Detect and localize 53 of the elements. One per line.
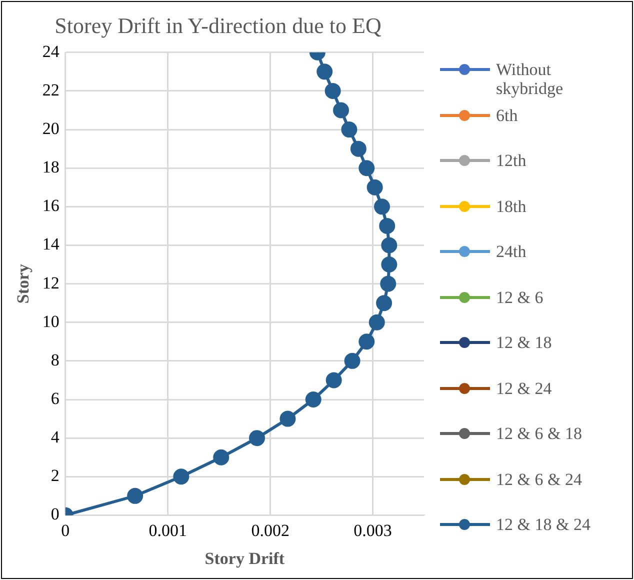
point xyxy=(341,122,358,138)
point xyxy=(366,179,383,196)
point xyxy=(213,449,230,466)
legend-label: 12 & 6 xyxy=(496,288,544,306)
legend-label: 12 & 6 & 18 xyxy=(496,424,583,443)
point xyxy=(368,314,385,330)
y-tick-label: 2 xyxy=(50,466,60,486)
point xyxy=(333,102,350,118)
legend-label: 6th xyxy=(496,106,519,124)
y-tick-label: 10 xyxy=(42,312,60,331)
point xyxy=(248,430,265,446)
point xyxy=(381,256,398,273)
point xyxy=(127,488,144,504)
y-tick-label: 24 xyxy=(42,42,60,61)
x-tick-label: 0.003 xyxy=(354,520,392,540)
y-tick-label: 6 xyxy=(50,388,60,408)
y-tick-label: 0 xyxy=(50,504,60,524)
point xyxy=(344,352,360,369)
y-tick-label: 14 xyxy=(42,234,60,254)
point xyxy=(305,392,322,408)
legend-label: 24th xyxy=(496,242,528,261)
x-tick-label: 0.001 xyxy=(148,520,187,540)
y-tick-label: 8 xyxy=(50,350,60,370)
point xyxy=(358,334,375,350)
legend-label: 12 & 18 & 24 xyxy=(496,515,592,534)
y-tick-label: 12 xyxy=(42,273,60,292)
point xyxy=(350,140,366,157)
legend-label: 12th xyxy=(496,151,528,170)
chart-title: Storey Drift in Y-direction due to EQ xyxy=(54,12,382,38)
y-tick-label: 18 xyxy=(42,158,60,177)
point xyxy=(381,237,398,254)
legend-label: 12 & 6 & 24 xyxy=(496,470,583,488)
y-tick-label: 20 xyxy=(42,119,60,138)
point xyxy=(376,295,392,312)
point xyxy=(374,198,390,215)
x-axis-title: Story Drift xyxy=(204,549,285,568)
legend-label: 12 & 18 xyxy=(496,333,553,352)
point xyxy=(280,410,296,427)
legend-label: 12 & 24 xyxy=(496,378,553,398)
x-tick-label: 0.002 xyxy=(251,520,290,540)
point xyxy=(358,160,375,176)
y-tick-label: 4 xyxy=(50,428,60,447)
point xyxy=(326,372,342,388)
point xyxy=(379,218,396,234)
point xyxy=(380,276,396,292)
point xyxy=(316,64,333,80)
legend-label: 18th xyxy=(496,196,528,216)
y-tick-label: 22 xyxy=(42,80,60,100)
legend-label: Without skybridge xyxy=(496,60,564,98)
y-axis-title: Story xyxy=(14,263,33,304)
point xyxy=(324,82,341,99)
y-tick-label: 16 xyxy=(42,196,60,216)
point xyxy=(173,468,190,485)
